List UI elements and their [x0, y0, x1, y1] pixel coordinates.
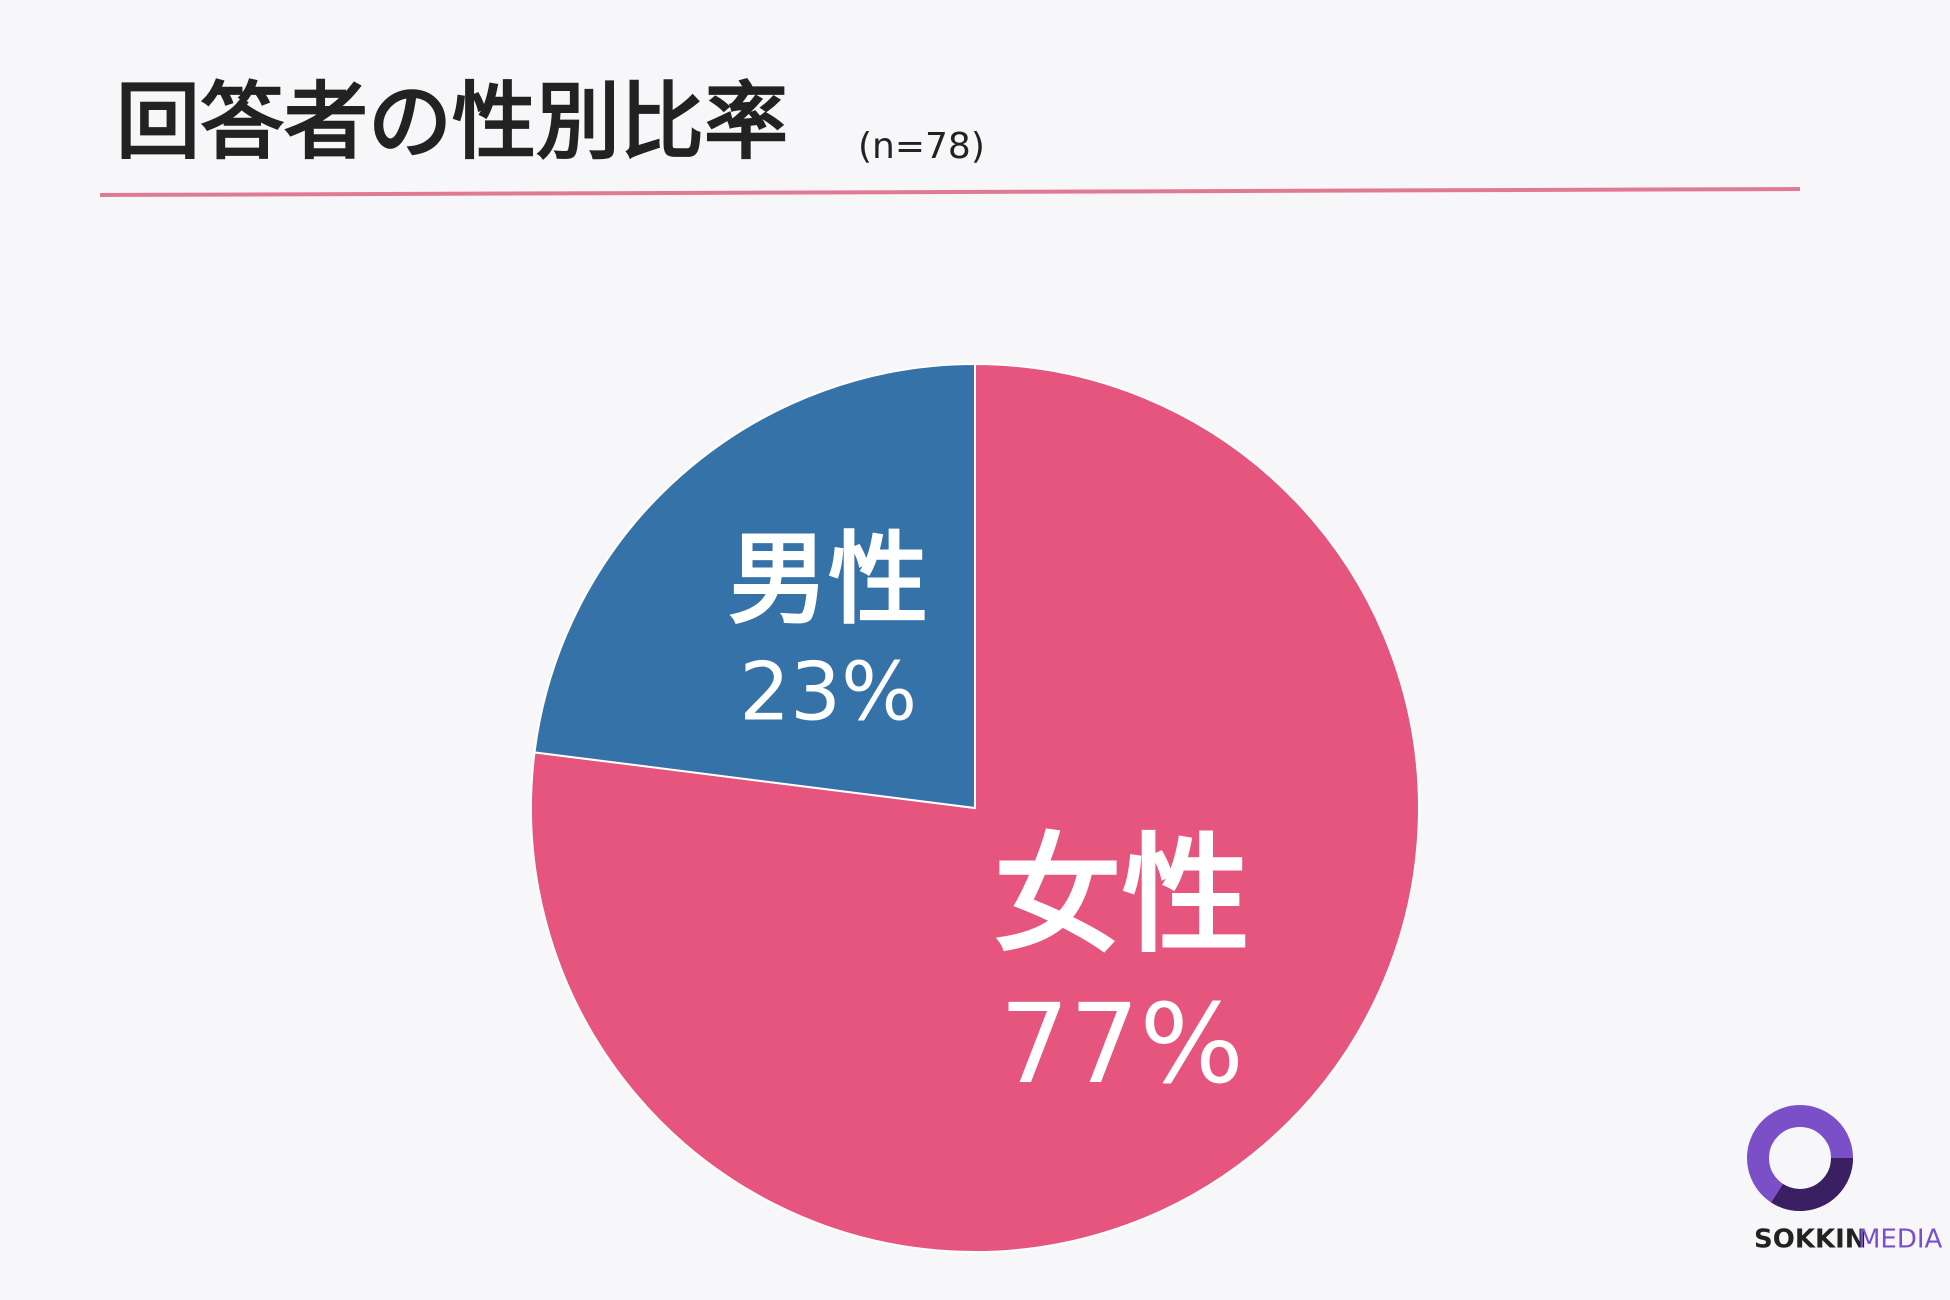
- slice-value-label: 23%: [739, 645, 917, 738]
- pie-slice: [533, 362, 976, 810]
- logo: SOKKIN MEDIA: [1747, 1105, 1943, 1255]
- slice-value-label: 77%: [1000, 980, 1245, 1108]
- chart-subtitle: (n=78): [858, 126, 985, 167]
- logo-text: MEDIA: [1858, 1225, 1943, 1255]
- logo-ring-shade: [1747, 1105, 1853, 1211]
- chart-title: 回答者の性別比率: [116, 73, 788, 171]
- logo-text: SOKKIN: [1754, 1225, 1867, 1255]
- title-rule: [99, 187, 1801, 197]
- slice-label: 男性: [728, 521, 928, 638]
- slice-label: 女性: [994, 821, 1250, 970]
